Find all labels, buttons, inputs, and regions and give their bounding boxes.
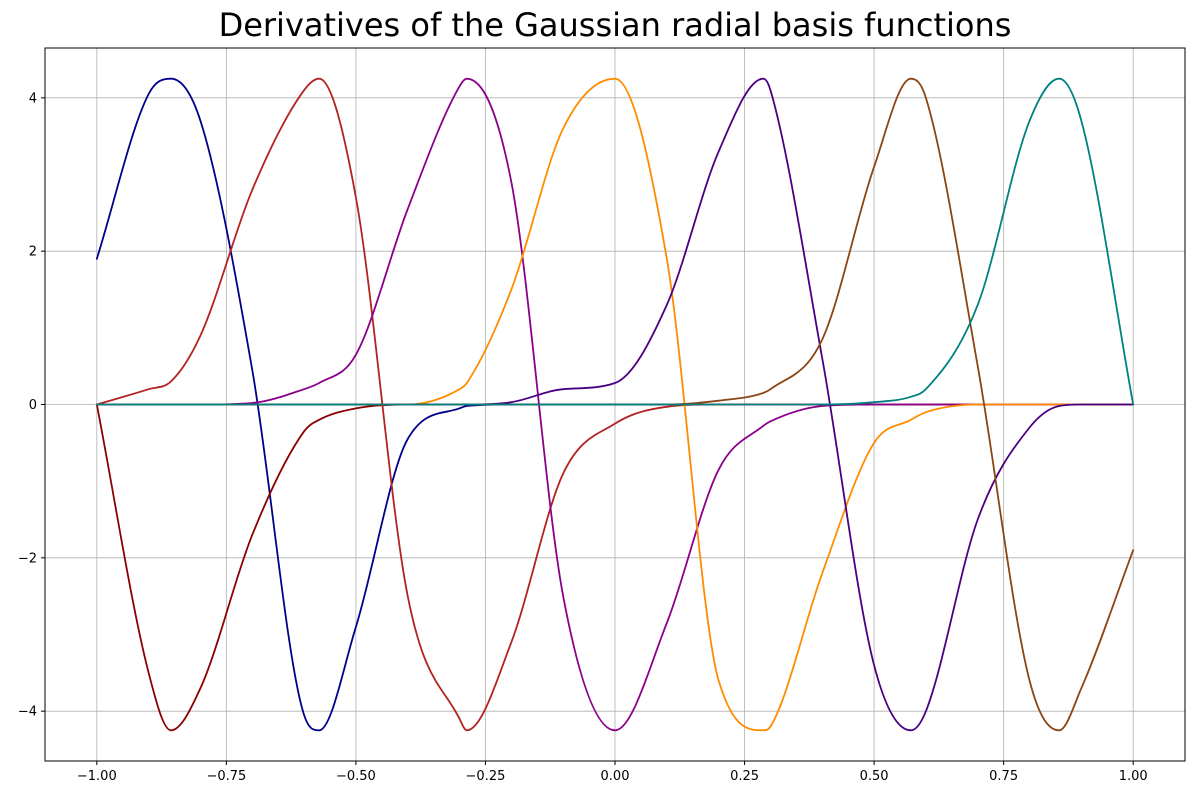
x-tick-label: −0.25 [466, 769, 506, 784]
x-tick-label: 0.25 [730, 769, 759, 784]
x-tick-label: 0.75 [989, 769, 1018, 784]
y-tick-label: 4 [29, 91, 37, 106]
tick-layer: −1.00 −0.75 −0.50 −0.25 0.00 0.25 0.50 0.75 1.00… [18, 91, 1148, 784]
y-tick-label: −4 [18, 705, 37, 720]
y-tick-label: 0 [29, 398, 37, 413]
x-tick-label: −1.00 [77, 769, 117, 784]
series-layer [95, 77, 1135, 732]
x-tick-label: −0.75 [206, 769, 246, 784]
y-tick-label: 2 [29, 245, 37, 260]
x-tick-label: −0.50 [336, 769, 376, 784]
x-tick-label: 0.50 [860, 769, 889, 784]
series-line-8 [95, 77, 1135, 406]
y-tick-label: −2 [18, 551, 37, 566]
x-tick-label: 0.00 [601, 769, 630, 784]
x-tick-label: 1.00 [1119, 769, 1148, 784]
chart-title: Derivatives of the Gaussian radial basis… [218, 6, 1012, 44]
series-line-4 [95, 77, 1135, 732]
